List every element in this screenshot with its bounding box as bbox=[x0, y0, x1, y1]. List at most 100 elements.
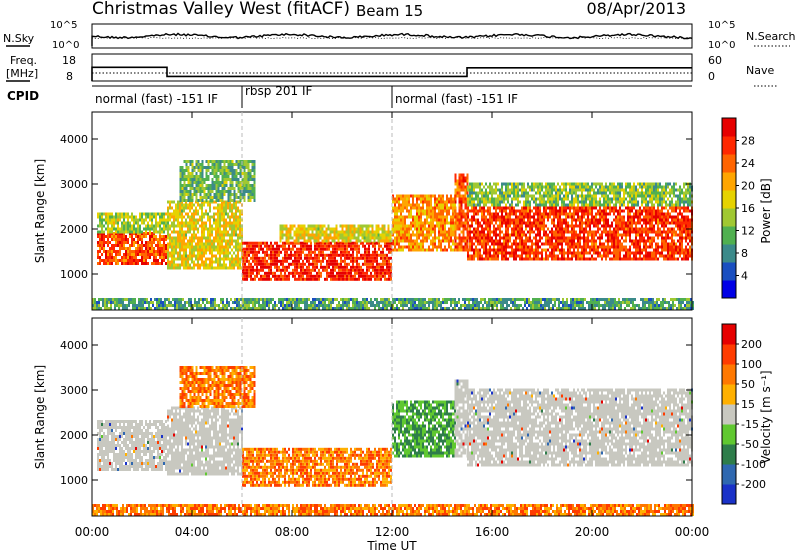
echo-cell bbox=[462, 212, 465, 216]
echo-cell bbox=[227, 199, 230, 202]
echo-cell bbox=[299, 224, 302, 228]
echo-cell bbox=[298, 250, 300, 254]
echo-cell bbox=[581, 212, 583, 216]
echo-cell bbox=[456, 242, 459, 246]
echo-cell bbox=[352, 244, 354, 248]
echo-cell bbox=[115, 230, 117, 234]
echo-cell bbox=[334, 241, 336, 245]
echo-cell bbox=[414, 224, 416, 228]
echo-cell bbox=[352, 253, 354, 257]
echo-cell bbox=[617, 221, 619, 225]
echo-cell bbox=[245, 184, 248, 187]
echo-cell bbox=[341, 230, 344, 234]
echo-cell bbox=[601, 242, 603, 246]
echo-cell bbox=[493, 206, 495, 210]
echo-cell bbox=[591, 233, 593, 237]
echo-cell bbox=[286, 259, 288, 263]
echo-cell bbox=[623, 209, 625, 213]
echo-cell bbox=[563, 212, 565, 216]
echo-cell bbox=[591, 236, 593, 240]
echo-cell bbox=[175, 209, 177, 213]
echo-cell bbox=[223, 218, 225, 222]
echo-cell bbox=[505, 245, 507, 249]
echo-cell bbox=[183, 190, 186, 193]
echo-cell bbox=[531, 227, 533, 231]
echo-cell bbox=[515, 239, 517, 243]
echo-cell bbox=[199, 206, 201, 210]
echo-cell bbox=[525, 251, 527, 255]
echo-cell bbox=[135, 230, 137, 234]
echo-cell bbox=[357, 236, 360, 240]
echo-cell bbox=[308, 244, 310, 248]
echo-cell bbox=[243, 178, 246, 181]
echo-cell bbox=[221, 236, 223, 240]
echo-cell bbox=[575, 257, 577, 261]
echo-cell bbox=[205, 193, 208, 196]
echo-cell bbox=[645, 242, 647, 246]
echo-cell bbox=[346, 244, 348, 248]
echo-cell bbox=[189, 178, 192, 181]
echo-cell bbox=[233, 239, 235, 243]
echo-cell bbox=[464, 245, 467, 249]
echo-cell bbox=[303, 236, 306, 240]
echo-cell bbox=[247, 193, 250, 196]
echo-cell bbox=[458, 173, 461, 177]
echo-cell bbox=[422, 212, 424, 216]
echo-cell bbox=[525, 257, 527, 261]
echo-cell bbox=[175, 239, 177, 243]
echo-cell bbox=[383, 239, 386, 243]
echo-cell bbox=[199, 251, 201, 255]
echo-cell bbox=[374, 259, 376, 263]
echo-cell bbox=[217, 224, 219, 228]
echo-cell bbox=[101, 212, 103, 216]
echo-cell bbox=[454, 239, 457, 243]
echo-cell bbox=[521, 233, 523, 237]
echo-cell bbox=[252, 250, 254, 254]
echo-cell bbox=[469, 218, 471, 222]
echo-cell bbox=[645, 218, 647, 222]
echo-cell bbox=[103, 244, 105, 247]
echo-cell bbox=[358, 268, 360, 272]
echo-cell bbox=[310, 253, 312, 257]
echo-cell bbox=[669, 236, 671, 240]
echo-cell bbox=[384, 262, 386, 266]
echo-cell bbox=[406, 230, 408, 234]
echo-cell bbox=[242, 256, 244, 260]
echo-cell bbox=[655, 230, 657, 234]
echo-cell bbox=[456, 182, 459, 186]
echo-cell bbox=[225, 257, 227, 261]
echo-cell bbox=[356, 277, 358, 281]
echo-cell bbox=[231, 209, 233, 213]
echo-cell bbox=[579, 215, 581, 219]
echo-cell bbox=[394, 212, 396, 216]
echo-cell bbox=[137, 259, 139, 262]
echo-cell bbox=[416, 215, 418, 219]
echo-cell bbox=[358, 250, 360, 254]
echo-cell bbox=[322, 268, 324, 272]
echo-cell bbox=[302, 274, 304, 278]
echo-cell bbox=[464, 239, 467, 243]
echo-cell bbox=[651, 209, 653, 213]
echo-cell bbox=[577, 206, 579, 210]
echo-cell bbox=[308, 253, 310, 257]
echo-cell bbox=[217, 184, 220, 187]
echo-cell bbox=[223, 236, 225, 240]
echo-cell bbox=[107, 238, 109, 241]
echo-cell bbox=[473, 251, 475, 255]
echo-cell bbox=[201, 251, 203, 255]
echo-cell bbox=[280, 244, 282, 248]
echo-cell bbox=[370, 241, 372, 245]
echo-cell bbox=[398, 209, 400, 213]
echo-cell bbox=[629, 227, 631, 231]
echo-cell bbox=[143, 221, 145, 225]
echo-cell bbox=[356, 265, 358, 269]
echo-cell bbox=[519, 215, 521, 219]
echo-cell bbox=[221, 196, 224, 199]
echo-cell bbox=[133, 250, 135, 253]
echo-cell bbox=[565, 206, 567, 210]
echo-cell bbox=[591, 242, 593, 246]
echo-cell bbox=[328, 274, 330, 278]
echo-cell bbox=[211, 239, 213, 243]
echo-cell bbox=[649, 212, 651, 216]
echo-cell bbox=[243, 193, 246, 196]
